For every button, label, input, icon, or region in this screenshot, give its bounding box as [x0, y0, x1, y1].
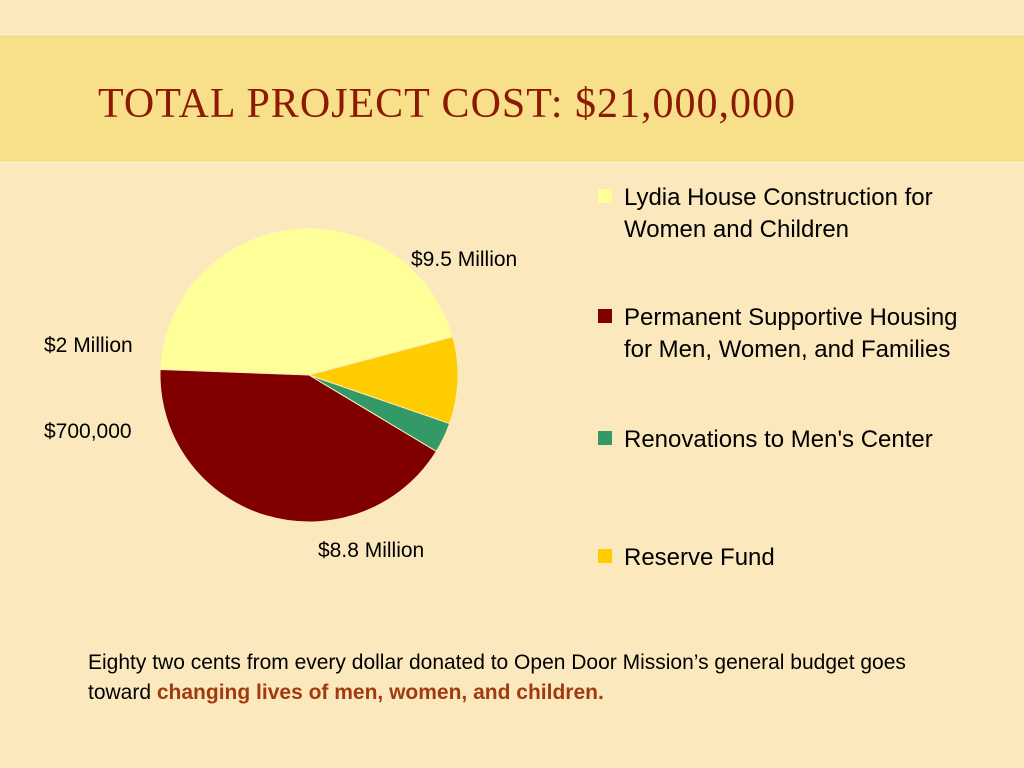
footer-note: Eighty two cents from every dollar donat… — [88, 648, 968, 708]
footer-highlight: changing lives of men, women, and childr… — [156, 681, 604, 704]
legend-swatch — [598, 549, 612, 563]
page-title: TOTAL PROJECT COST: $21,000,000 — [98, 81, 796, 127]
slice-label: $700,000 — [44, 420, 132, 443]
legend-swatch — [598, 431, 612, 445]
slice-label: $9.5 Million — [411, 248, 518, 271]
slice-label: $2 Million — [44, 334, 133, 357]
legend-label: Permanent Supportive Housing for Men, Wo… — [624, 304, 958, 363]
pie-slice-lydia-house-construction-for-w — [159, 227, 454, 376]
legend-swatch — [598, 309, 612, 323]
legend-label: Lydia House Construction for Women and C… — [624, 184, 933, 243]
title-band — [0, 34, 1024, 163]
chart-legend: Lydia House Construction for Women and C… — [598, 182, 998, 582]
legend-label: Renovations to Men's Center — [624, 426, 933, 453]
pie-slice-permanent-supportive-housing-f — [159, 368, 438, 523]
legend-label: Reserve Fund — [624, 544, 775, 571]
legend-swatch — [598, 189, 612, 203]
footer-text: Eighty two cents from every dollar donat… — [88, 651, 906, 704]
pie-slice-reserve-fund — [307, 336, 459, 425]
slice-label: $8.8 Million — [318, 539, 425, 562]
